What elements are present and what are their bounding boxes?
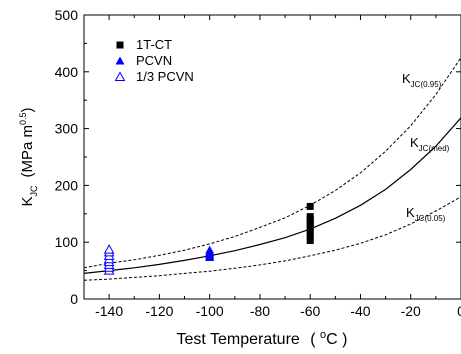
legend-marker-1 bbox=[115, 56, 125, 65]
data-point-series-0 bbox=[306, 228, 314, 236]
curves bbox=[84, 57, 461, 281]
x-axis-label: Test Temperature ( oC ) bbox=[176, 329, 347, 348]
legend-marker-2 bbox=[114, 71, 126, 81]
data-point-series-0 bbox=[306, 202, 314, 210]
y-tick-label: 400 bbox=[55, 64, 79, 80]
y-tick-label: 200 bbox=[55, 177, 79, 193]
x-tick-label: -120 bbox=[145, 303, 173, 319]
data-point-series-0 bbox=[306, 213, 314, 221]
x-axis: -140 -120 -100 -80 -60 -40 -20 0 bbox=[95, 15, 461, 319]
y-axis-label: KJC(MPa m0.5) bbox=[18, 107, 39, 206]
x-tick-label: -100 bbox=[196, 303, 224, 319]
curve-label-0: KJC(0.95) bbox=[402, 71, 442, 89]
data-point-series-0 bbox=[306, 236, 314, 244]
data-point-series-1 bbox=[205, 245, 215, 254]
x-tick-label: -140 bbox=[95, 303, 123, 319]
curve-labels: KJC(0.95) KJC(med) KJC(0.05) bbox=[402, 71, 450, 223]
plot-area bbox=[83, 14, 461, 300]
x-tick-label: -60 bbox=[300, 303, 320, 319]
x-tick-label: -80 bbox=[250, 303, 270, 319]
curve-line-1 bbox=[84, 117, 461, 274]
legend-label-0: 1T-CT bbox=[136, 37, 172, 52]
legend-marker-0 bbox=[116, 41, 124, 49]
y-tick-label: 100 bbox=[55, 234, 79, 250]
data-point-series-0 bbox=[306, 233, 314, 241]
x-tick-label: -20 bbox=[401, 303, 421, 319]
legend-label-1: PCVN bbox=[136, 53, 172, 68]
y-tick-label: 0 bbox=[70, 291, 78, 307]
y-tick-label: 500 bbox=[55, 7, 79, 23]
curve-label-1: KJC(med) bbox=[410, 135, 450, 153]
data-points bbox=[103, 202, 314, 275]
y-axis: 0 100 200 300 400 500 bbox=[55, 7, 461, 307]
x-tick-label: -40 bbox=[350, 303, 370, 319]
curve-line-0 bbox=[84, 57, 461, 269]
curve-label-2: KJC(0.05) bbox=[406, 205, 446, 223]
y-tick-label: 300 bbox=[55, 121, 79, 137]
curve-line-2 bbox=[84, 196, 461, 281]
x-tick-label: 0 bbox=[457, 303, 461, 319]
legend-label-2: 1/3 PCVN bbox=[136, 69, 194, 84]
data-point-series-2 bbox=[103, 244, 115, 254]
